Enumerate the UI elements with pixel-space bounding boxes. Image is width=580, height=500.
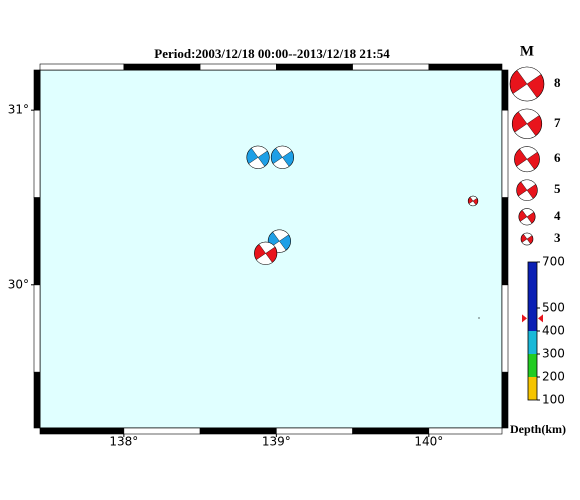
- legend-label: 4: [554, 208, 561, 223]
- legend-ball: [516, 179, 538, 201]
- event: [270, 145, 295, 169]
- legend-ball-wedge: [519, 216, 533, 226]
- legend-label: 3: [554, 230, 561, 245]
- event: [246, 145, 270, 169]
- legend-ball-wedge: [516, 66, 542, 85]
- legend-ball-wedge: [523, 232, 533, 240]
- frame-segment: [199, 427, 277, 435]
- colorbar-marker: [522, 314, 527, 323]
- lon-tick-label: 140°: [414, 435, 443, 449]
- legend-ball-wedge: [521, 208, 535, 218]
- frame-segment: [352, 63, 430, 71]
- legend-ball: [520, 232, 534, 246]
- colorbar-band: [528, 262, 537, 331]
- colorbar-tick-label: 100: [542, 393, 565, 407]
- colorbar-band: [528, 377, 537, 400]
- lat-tick-label: 31°: [8, 103, 29, 117]
- colorbar-tick-label: 700: [542, 255, 565, 269]
- colorbar-label: Depth(km): [510, 422, 566, 436]
- legend-label: 5: [554, 181, 561, 196]
- legend-label: 7: [554, 115, 561, 130]
- legend-ball-wedge: [514, 123, 537, 139]
- frame-segment: [501, 371, 509, 429]
- event: [467, 195, 479, 207]
- lat-tick-label: 30°: [8, 277, 29, 291]
- colorbar-tick-label: 300: [542, 347, 565, 361]
- frame-segment: [39, 427, 125, 435]
- colorbar-band: [528, 354, 537, 377]
- colorbar-tick-label: 500: [542, 301, 565, 315]
- legend-ball-wedge: [512, 83, 538, 102]
- event-wedge: [469, 195, 478, 202]
- colorbar-tick-label: 200: [542, 370, 565, 384]
- frame-segment: [123, 427, 201, 435]
- event-wedge: [275, 145, 293, 158]
- legend-label: 8: [554, 75, 561, 90]
- frame-segment: [33, 371, 41, 429]
- frame-segment: [33, 69, 41, 111]
- frame-segment: [501, 69, 509, 111]
- event-wedge: [251, 145, 268, 158]
- map-title: Period:2003/12/18 00:00--2013/12/18 21:5…: [154, 46, 390, 61]
- legend-ball-wedge: [521, 238, 531, 246]
- legend-ball: [514, 146, 540, 173]
- lon-tick-label: 139°: [262, 435, 291, 449]
- frame-segment: [428, 63, 503, 71]
- frame-segment: [199, 63, 277, 71]
- frame-segment: [276, 63, 353, 71]
- event-wedge: [248, 157, 265, 169]
- frame-segment: [428, 427, 503, 435]
- event-wedge: [258, 241, 276, 254]
- colorbar-tick-label: 400: [542, 324, 565, 338]
- frame-segment: [352, 427, 430, 435]
- legend-label: 6: [554, 150, 561, 165]
- event-wedge: [272, 229, 289, 242]
- legend-ball: [509, 66, 545, 102]
- event: [254, 241, 278, 265]
- event-wedge: [256, 253, 273, 265]
- frame-segment: [276, 427, 353, 435]
- frame-segment: [501, 284, 509, 373]
- frame-segment: [33, 284, 41, 373]
- frame-segment: [123, 63, 201, 71]
- legend-ball-wedge: [518, 108, 540, 125]
- station-dot: [478, 317, 480, 319]
- frame-segment: [33, 197, 41, 286]
- legend-ball-wedge: [516, 158, 535, 172]
- legend-title: M: [520, 43, 534, 59]
- legend-ball-wedge: [520, 179, 536, 191]
- frame-segment: [501, 109, 509, 198]
- legend-ball-wedge: [518, 189, 534, 201]
- frame-segment: [39, 63, 125, 71]
- legend-ball: [511, 108, 543, 139]
- event-wedge: [272, 157, 290, 169]
- colorbar-band: [528, 331, 537, 354]
- frame-segment: [501, 197, 509, 286]
- legend-ball: [518, 208, 536, 226]
- event-wedge: [468, 200, 477, 207]
- lon-tick-label: 138°: [109, 435, 138, 449]
- frame-segment: [33, 109, 41, 198]
- legend-ball-wedge: [519, 146, 538, 160]
- colorbar-marker: [538, 314, 543, 323]
